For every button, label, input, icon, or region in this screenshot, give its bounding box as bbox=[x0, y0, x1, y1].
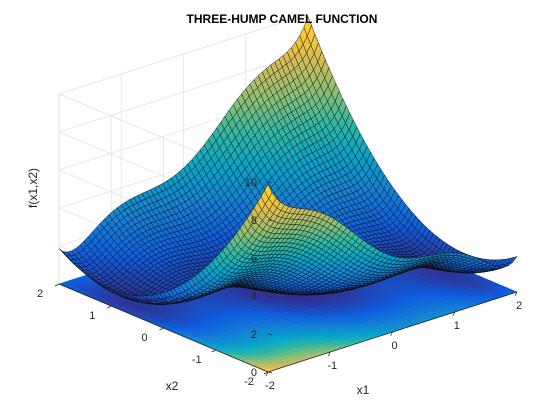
figure: 0 2 4 6 8 10 -2 -1 0 1 2 -2 -1 0 1 2 THREE-HUMP CAMEL F… bbox=[0, 0, 560, 420]
surface-plot: 0246810-2-1012-2-1012 THREE-HUMP CAMEL F… bbox=[0, 0, 560, 420]
